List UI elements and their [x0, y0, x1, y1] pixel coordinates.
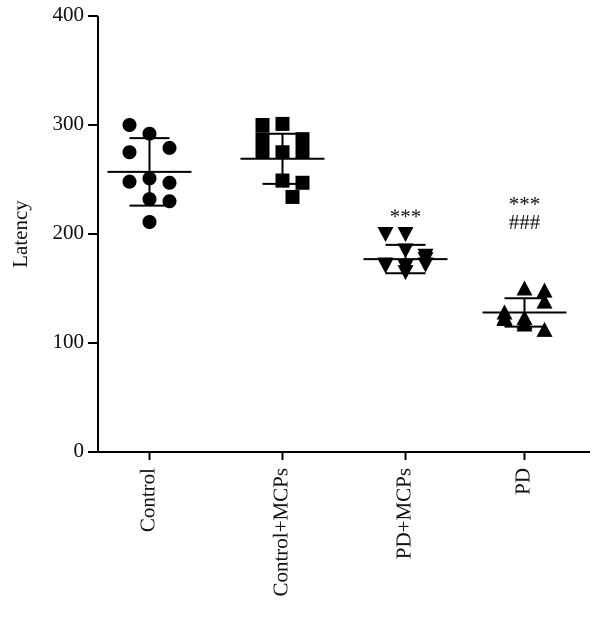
- x-tick-label: PD: [510, 468, 534, 495]
- y-tick-label: 0: [74, 438, 85, 462]
- data-point: [255, 118, 270, 132]
- data-point: [275, 116, 290, 131]
- data-point: [122, 118, 137, 132]
- data-point: [285, 189, 300, 204]
- data-point: [417, 257, 434, 273]
- y-tick-label: 100: [53, 329, 85, 353]
- x-tick-label: Control: [135, 468, 159, 532]
- data-point: [142, 215, 157, 230]
- y-tick-label: 200: [53, 220, 85, 244]
- data-point: [516, 280, 533, 296]
- data-point: [377, 227, 394, 242]
- annotation: ***: [390, 205, 422, 229]
- data-point: [536, 282, 553, 298]
- x-tick-label: PD+MCPs: [391, 468, 415, 559]
- data-point: [255, 145, 270, 160]
- data-point: [295, 175, 310, 190]
- annotation: ###: [509, 210, 541, 234]
- y-tick-label: 400: [53, 2, 85, 26]
- data-point: [295, 145, 310, 160]
- x-tick-label: Control+MCPs: [268, 468, 292, 597]
- data-point: [295, 132, 310, 147]
- data-point: [122, 145, 137, 160]
- data-point: [536, 293, 553, 309]
- data-point: [536, 321, 553, 337]
- data-point: [377, 258, 394, 274]
- data-point: [255, 132, 270, 147]
- data-point: [122, 174, 137, 189]
- y-axis-label: Latency: [8, 200, 32, 268]
- annotation: ***: [509, 192, 541, 216]
- y-tick-label: 300: [53, 111, 85, 135]
- data-point: [162, 175, 177, 190]
- data-point: [162, 140, 177, 155]
- data-point: [496, 311, 513, 327]
- data-point: [397, 227, 414, 242]
